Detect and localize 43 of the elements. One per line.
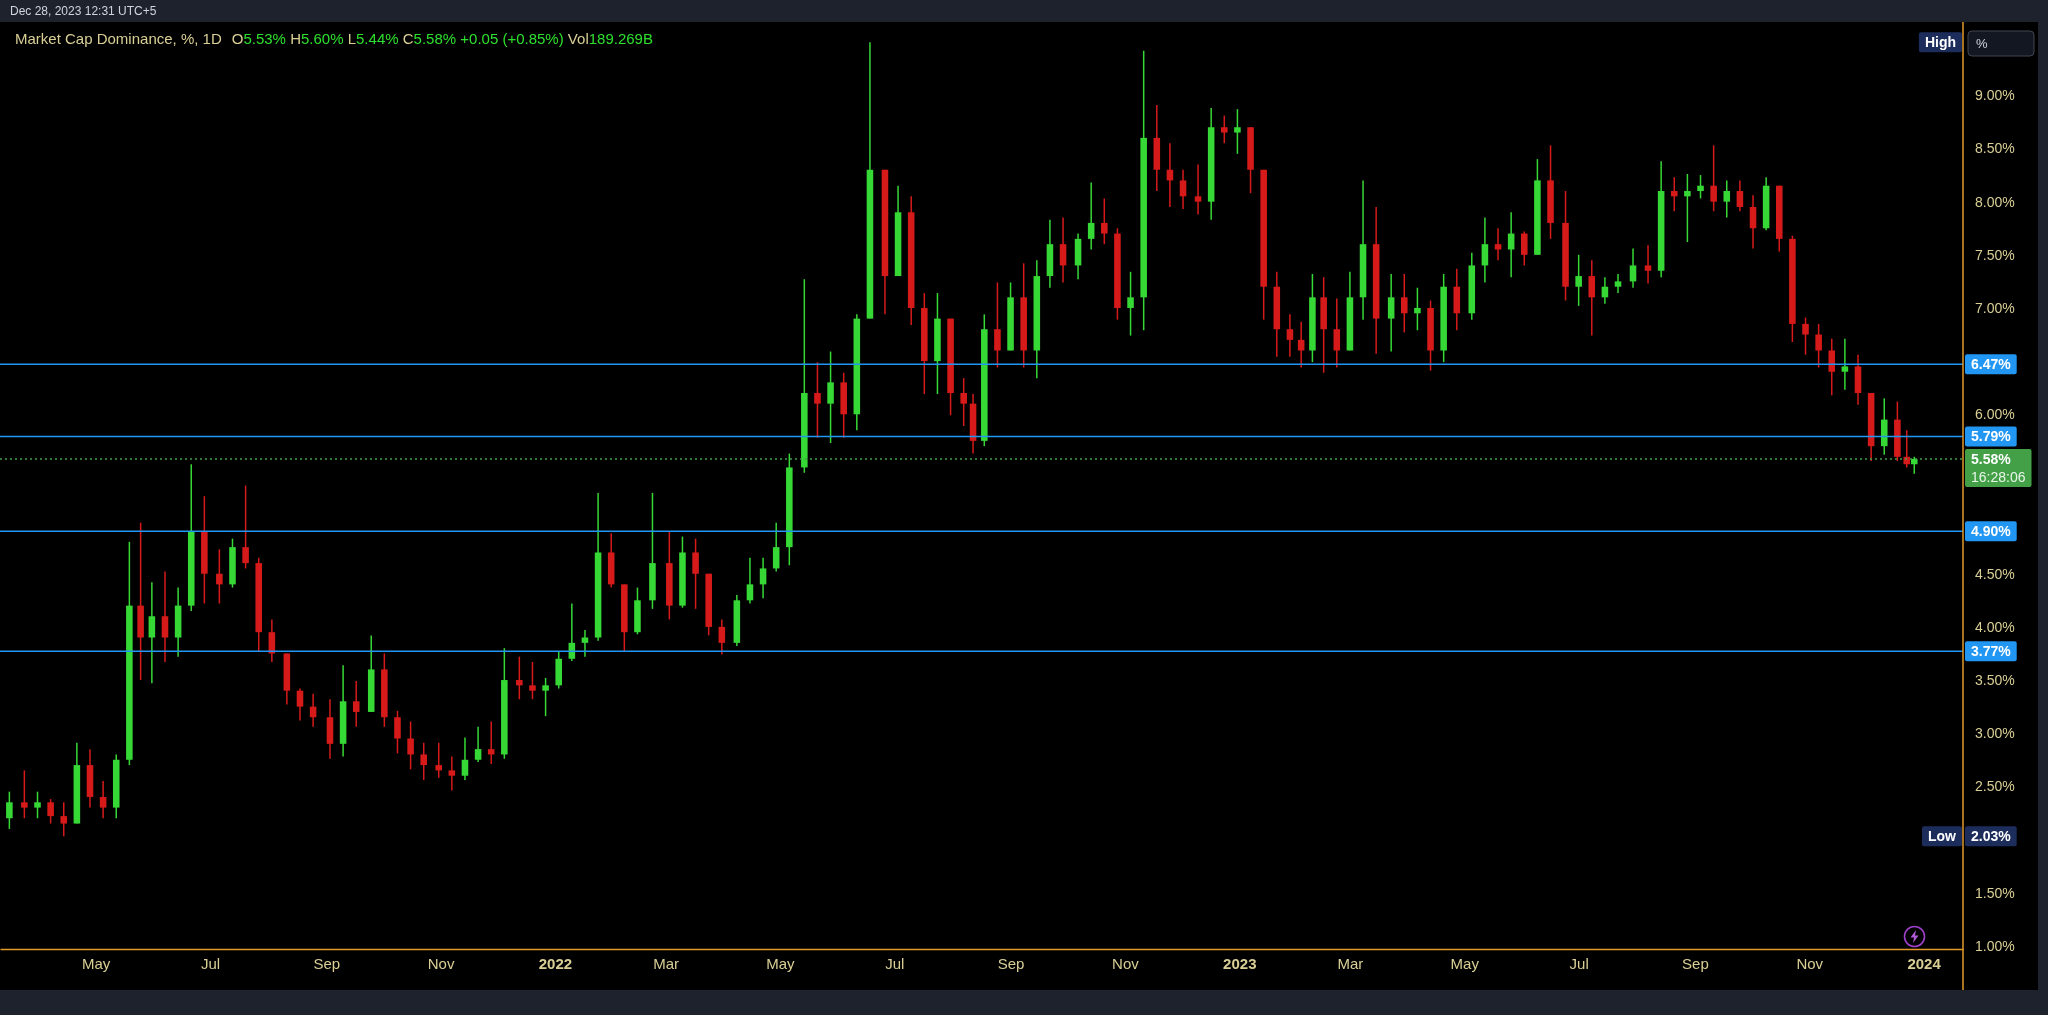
x-tick-label: Jul [200,954,221,972]
annotation: High [1924,34,1956,51]
x-tick-label: 2022 [538,954,573,972]
text: O5.53% H5.60% L5.44% C5.58% +0.05 (+0.85%) Vol189.269B [231,30,653,48]
ref-line-label: 6.47% [1971,356,2012,373]
x-tick-label: May [1450,954,1480,972]
x-tick-label: Nov [1112,954,1140,972]
ref-line-label: 5.79% [1971,428,2012,445]
x-tick-label: Nov [427,954,455,972]
y-tick-label: 1.00% [1975,937,2015,954]
y-tick-label: 8.00% [1975,193,2015,210]
x-tick-label: Sep [997,954,1025,972]
x-tick-label: 2023 [1223,954,1257,972]
text: Dec 28, 2023 12:31 UTC+5 [10,4,157,19]
annotation: Low [1928,828,1957,845]
x-tick-label: Jul [1569,954,1589,972]
y-tick-label: 2.50% [1975,778,2015,795]
x-tick-label: Sep [1682,954,1709,972]
x-tick-label: 2024 [1907,954,1942,972]
x-tick-label: May [766,954,796,972]
text: Market Cap Dominance, %, 1D [15,30,222,48]
x-tick-label: May [81,954,111,972]
y-tick-label: 8.50% [1975,140,2015,157]
y-tick-label: 6.00% [1975,406,2015,423]
y-tick-label: 4.00% [1975,618,2015,635]
y-tick-label: 3.00% [1975,725,2015,742]
x-tick-label: Sep [313,954,341,972]
text: % [1976,36,1988,52]
y-tick-label: 7.50% [1975,246,2015,263]
y-tick-label: 4.50% [1975,565,2015,582]
ref-line-label: 4.90% [1971,523,2012,540]
x-tick-label: Jul [885,954,905,972]
x-tick-label: Nov [1796,954,1824,972]
y-tick-label: 1.50% [1975,884,2015,901]
ref-line-label: 3.77% [1971,643,2012,660]
text: 2.03% [1971,828,2012,845]
y-tick-label: 7.00% [1975,299,2015,316]
text: 16:28:06 [1971,468,2026,485]
x-tick-label: Mar [653,954,679,972]
y-tick-label: 3.50% [1975,672,2015,689]
x-tick-label: Mar [1337,954,1364,972]
y-tick-label: 9.00% [1975,87,2015,104]
ref-line-label: 5.58% [1971,450,2012,467]
